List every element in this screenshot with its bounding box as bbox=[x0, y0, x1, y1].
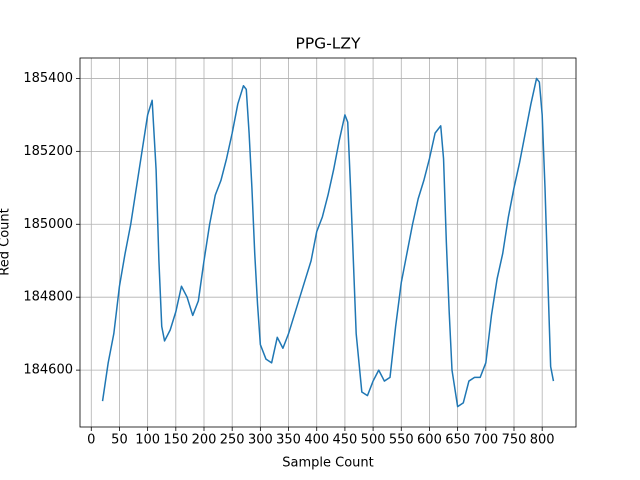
axes-frame bbox=[79, 57, 577, 428]
x-tick-label: 800 bbox=[530, 433, 555, 448]
y-axis-label: Red Count bbox=[0, 208, 13, 275]
x-tick-label: 650 bbox=[445, 433, 470, 448]
y-tick-label: 185000 bbox=[23, 217, 73, 232]
y-tick-label: 185200 bbox=[23, 144, 73, 159]
x-tick-label: 0 bbox=[87, 433, 95, 448]
x-tick-label: 100 bbox=[135, 433, 160, 448]
data-line bbox=[101, 77, 555, 408]
y-tick-label: 185400 bbox=[23, 71, 73, 86]
x-tick-label: 50 bbox=[111, 433, 128, 448]
plot-area: 0 50 100 150 200 250 300 350 400 450 500 550 600 650 7… bbox=[23, 58, 576, 448]
x-tick-label: 500 bbox=[361, 433, 386, 448]
x-tick-label: 350 bbox=[276, 433, 301, 448]
chart-title: PPG-LZY bbox=[295, 35, 361, 53]
x-axis-label: Sample Count bbox=[282, 456, 373, 471]
x-tick-label: 700 bbox=[473, 433, 498, 448]
y-tick-label: 184600 bbox=[23, 363, 73, 378]
y-tick-label: 184800 bbox=[23, 290, 73, 305]
x-tick-label: 400 bbox=[304, 433, 329, 448]
x-tick-label: 200 bbox=[192, 433, 217, 448]
x-tick-label: 450 bbox=[332, 433, 357, 448]
x-tick-label: 150 bbox=[163, 433, 188, 448]
x-tick-label: 550 bbox=[389, 433, 414, 448]
x-tick-label: 600 bbox=[417, 433, 442, 448]
x-tick-label: 750 bbox=[502, 433, 527, 448]
x-tick-label: 250 bbox=[220, 433, 245, 448]
x-tick-label: 300 bbox=[248, 433, 273, 448]
